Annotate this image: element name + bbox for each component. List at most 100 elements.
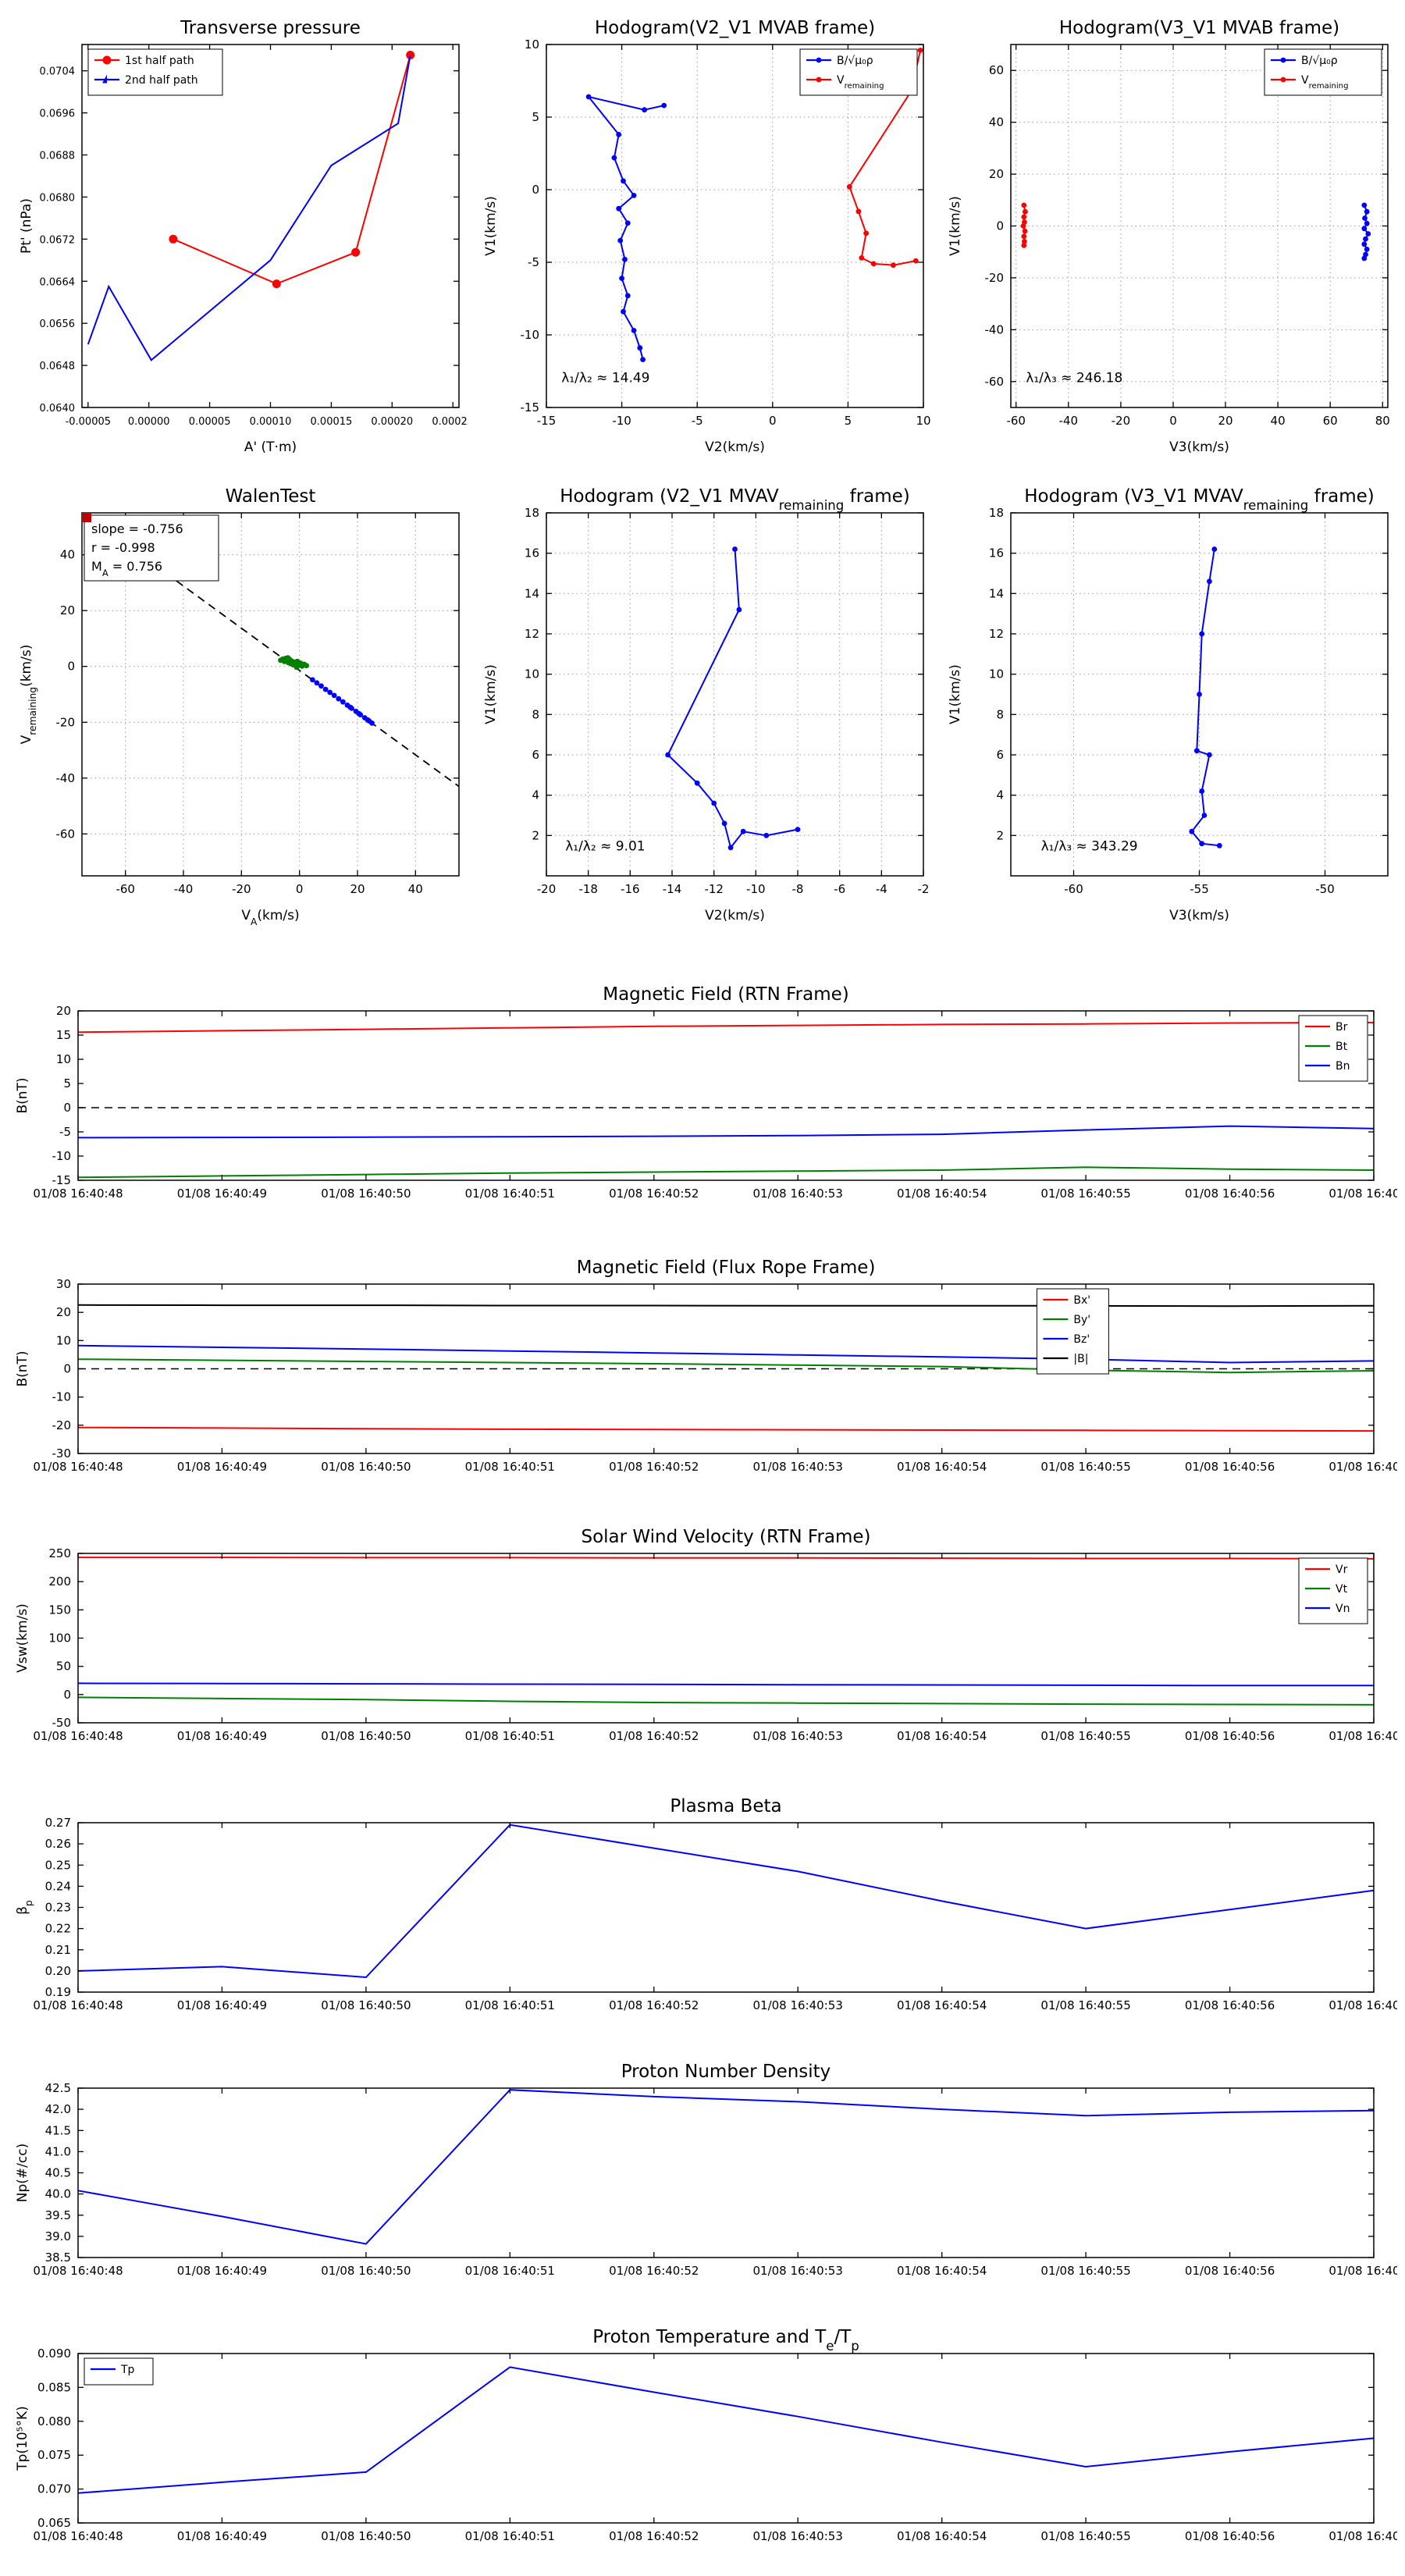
svg-text:Hodogram(V2_V1 MVAB frame): Hodogram(V2_V1 MVAB frame)	[595, 18, 875, 38]
svg-text:λ₁/λ₂ ≈ 14.49: λ₁/λ₂ ≈ 14.49	[561, 371, 649, 386]
svg-text:-0.00005: -0.00005	[66, 416, 111, 428]
chart-transverse-pressure: -0.00005 0.00000 0.00005 0.00010 0.00015 0.00…	[8, 12, 468, 461]
chart-walen-test: -60 -40 -20 0 20 40 -60 -40 -20 0 20 40 WalenTest VA(…	[8, 480, 468, 929]
svg-text:-15: -15	[537, 414, 557, 428]
svg-text:40.5: 40.5	[45, 2166, 71, 2180]
svg-text:-16: -16	[621, 882, 640, 896]
svg-text:0.00010: 0.00010	[250, 416, 292, 428]
svg-text:Hodogram (V3_V1 MVAVremaining: Hodogram (V3_V1 MVAVremaining frame)	[1024, 486, 1375, 513]
svg-text:-18: -18	[578, 882, 598, 896]
svg-text:0.00025: 0.00025	[432, 416, 468, 428]
svg-text:10: 10	[989, 667, 1004, 681]
svg-text:40.0: 40.0	[45, 2187, 71, 2201]
svg-text:01/08 16:40:52: 01/08 16:40:52	[609, 1998, 699, 2012]
svg-text:0.00020: 0.00020	[371, 416, 413, 428]
svg-text:01/08 16:40:54: 01/08 16:40:54	[897, 2264, 987, 2278]
svg-text:0.27: 0.27	[45, 1816, 71, 1830]
svg-text:0.25: 0.25	[45, 1858, 71, 1872]
svg-text:-10: -10	[52, 1149, 72, 1163]
svg-text:0: 0	[63, 1101, 71, 1115]
svg-text:Br: Br	[1336, 1021, 1348, 1034]
svg-text:01/08 16:40:50: 01/08 16:40:50	[321, 2264, 411, 2278]
svg-text:-55: -55	[1190, 882, 1209, 896]
svg-text:60: 60	[989, 63, 1004, 77]
svg-text:200: 200	[48, 1574, 71, 1589]
svg-text:01/08 16:40:52: 01/08 16:40:52	[609, 1729, 699, 1743]
svg-text:V1(km/s): V1(km/s)	[948, 196, 963, 256]
svg-text:4: 4	[532, 788, 539, 802]
svg-text:Transverse pressure: Transverse pressure	[180, 18, 361, 38]
svg-text:01/08 16:40:53: 01/08 16:40:53	[753, 1187, 843, 1201]
chart-proton-number-density: 01/08 16:40:48 01/08 16:40:49 01/08 16:40:…	[8, 2057, 1397, 2303]
svg-text:Proton Number Density: Proton Number Density	[621, 2062, 831, 2082]
svg-text:01/08 16:40:51: 01/08 16:40:51	[465, 1460, 555, 1474]
svg-text:01/08 16:40:57: 01/08 16:40:57	[1329, 1998, 1397, 2012]
svg-text:01/08 16:40:49: 01/08 16:40:49	[177, 1187, 267, 1201]
svg-text:0.090: 0.090	[37, 2347, 71, 2361]
svg-text:V1(km/s): V1(km/s)	[483, 664, 499, 724]
svg-text:0.0640: 0.0640	[40, 403, 76, 415]
svg-text:39.5: 39.5	[45, 2208, 71, 2222]
svg-text:Hodogram(V3_V1 MVAB frame): Hodogram(V3_V1 MVAB frame)	[1059, 18, 1339, 38]
chart-plasma-beta: 01/08 16:40:48 01/08 16:40:49 01/08 16:40:…	[8, 1791, 1397, 2037]
svg-text:12: 12	[989, 627, 1004, 641]
svg-text:01/08 16:40:57: 01/08 16:40:57	[1329, 1187, 1397, 1201]
svg-text:0: 0	[67, 660, 75, 674]
svg-text:01/08 16:40:56: 01/08 16:40:56	[1185, 2529, 1275, 2543]
svg-text:-50: -50	[52, 1716, 72, 1730]
svg-text:01/08 16:40:49: 01/08 16:40:49	[177, 1729, 267, 1743]
svg-text:-5: -5	[528, 255, 539, 269]
svg-text:|B|: |B|	[1073, 1353, 1088, 1365]
svg-text:50: 50	[56, 1660, 71, 1674]
chart-hodogram-v2v1-mvab: -15 -10 -5 0 5 10 -15 -10 -5 0 5 10 Hodogram(V2_V1 M…	[472, 12, 933, 461]
svg-text:18: 18	[989, 506, 1004, 520]
svg-text:20: 20	[60, 603, 75, 617]
svg-text:-60: -60	[985, 375, 1005, 389]
svg-text:01/08 16:40:49: 01/08 16:40:49	[177, 2264, 267, 2278]
svg-text:0.26: 0.26	[45, 1837, 71, 1851]
chart-solar-wind-velocity: 01/08 16:40:48 01/08 16:40:49 01/08 16:40:…	[8, 1522, 1397, 1768]
svg-text:Bt: Bt	[1336, 1041, 1348, 1053]
svg-text:16: 16	[525, 546, 539, 560]
svg-text:01/08 16:40:55: 01/08 16:40:55	[1040, 2529, 1130, 2543]
svg-text:Bx': Bx'	[1073, 1294, 1090, 1307]
svg-text:0: 0	[63, 1362, 71, 1376]
svg-text:01/08 16:40:54: 01/08 16:40:54	[897, 1187, 987, 1201]
svg-text:40: 40	[408, 882, 423, 896]
svg-text:42.0: 42.0	[45, 2102, 71, 2116]
svg-text:-20: -20	[985, 271, 1005, 285]
svg-text:2: 2	[532, 828, 539, 842]
svg-text:Hodogram (V2_V1 MVAVremaining: Hodogram (V2_V1 MVAVremaining frame)	[560, 486, 910, 513]
svg-text:0.00000: 0.00000	[128, 416, 170, 428]
svg-text:01/08 16:40:57: 01/08 16:40:57	[1329, 1460, 1397, 1474]
svg-text:Bn: Bn	[1336, 1060, 1350, 1073]
svg-text:0.0680: 0.0680	[40, 192, 76, 204]
svg-text:V1(km/s): V1(km/s)	[483, 196, 499, 256]
svg-text:01/08 16:40:56: 01/08 16:40:56	[1185, 1998, 1275, 2012]
svg-text:-10: -10	[746, 882, 766, 896]
chart-hodogram-v3v1-mvav: -60 -55 -50 2 4 6 8 10 12 14 16 18 Hodogram (V3_V1 M…	[937, 480, 1397, 929]
svg-text:10: 10	[525, 667, 539, 681]
svg-text:10: 10	[56, 1052, 71, 1066]
svg-text:V1(km/s): V1(km/s)	[948, 664, 963, 724]
svg-text:18: 18	[525, 506, 539, 520]
svg-text:-60: -60	[1064, 882, 1083, 896]
svg-text:30: 30	[56, 1277, 71, 1291]
svg-text:01/08 16:40:54: 01/08 16:40:54	[897, 2529, 987, 2543]
svg-text:-14: -14	[663, 882, 682, 896]
svg-text:V2(km/s): V2(km/s)	[705, 908, 765, 923]
svg-text:-10: -10	[521, 328, 540, 342]
svg-text:Bz': Bz'	[1073, 1333, 1090, 1346]
svg-text:V2(km/s): V2(km/s)	[705, 439, 765, 455]
svg-text:0: 0	[1169, 414, 1177, 428]
svg-text:01/08 16:40:57: 01/08 16:40:57	[1329, 1729, 1397, 1743]
svg-text:0.0672: 0.0672	[40, 234, 76, 246]
svg-text:βp: βp	[15, 1900, 34, 1915]
svg-text:10: 10	[56, 1333, 71, 1347]
svg-text:λ₁/λ₃ ≈ 343.29: λ₁/λ₃ ≈ 343.29	[1041, 839, 1138, 855]
svg-text:41.0: 41.0	[45, 2144, 71, 2158]
svg-text:0: 0	[296, 882, 304, 896]
svg-text:40: 40	[1271, 414, 1286, 428]
svg-text:0.00015: 0.00015	[311, 416, 353, 428]
